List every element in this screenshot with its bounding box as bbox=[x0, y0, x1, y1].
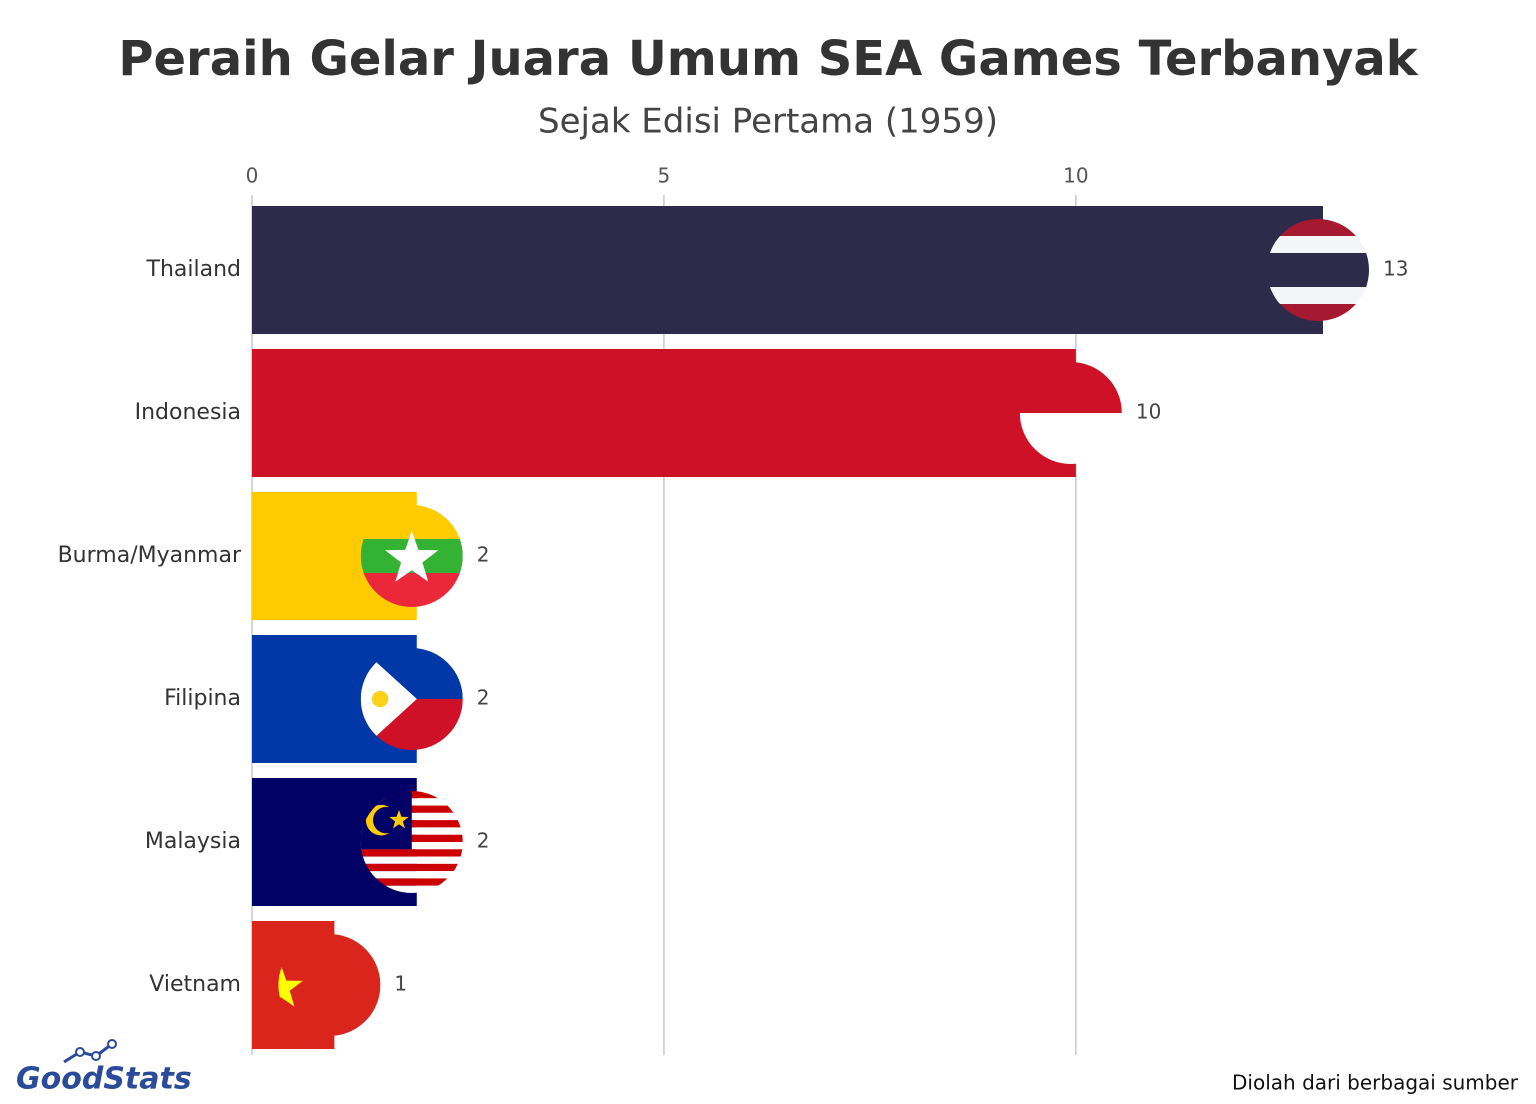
bar bbox=[252, 206, 1323, 334]
data-label: 10 bbox=[1136, 400, 1161, 424]
x-tick-label: 5 bbox=[658, 164, 671, 188]
flag-part bbox=[360, 878, 463, 886]
y-tick-label: Vietnam bbox=[149, 972, 241, 997]
flag bbox=[1267, 219, 1369, 321]
flag-part bbox=[360, 871, 463, 879]
flag bbox=[1019, 362, 1122, 464]
flag-part bbox=[389, 809, 409, 829]
flag-part bbox=[371, 690, 389, 708]
flag-part bbox=[1267, 236, 1369, 253]
flag-part bbox=[385, 531, 439, 582]
y-tick-label: Filipina bbox=[164, 686, 241, 711]
x-tick-label: 0 bbox=[246, 164, 259, 188]
flag-part bbox=[360, 885, 463, 893]
flag-part bbox=[278, 965, 303, 1007]
flag-part bbox=[1267, 253, 1369, 287]
flag-part bbox=[360, 856, 463, 864]
flag-part bbox=[360, 849, 463, 857]
flag bbox=[360, 505, 463, 607]
flag bbox=[360, 648, 463, 750]
data-label: 2 bbox=[477, 829, 490, 853]
data-label: 13 bbox=[1383, 257, 1408, 281]
data-label: 2 bbox=[477, 686, 490, 710]
y-tick-label: Indonesia bbox=[135, 400, 241, 425]
chart-title: Peraih Gelar Juara Umum SEA Games Terban… bbox=[118, 31, 1418, 87]
y-tick-label: Burma/Myanmar bbox=[58, 543, 242, 568]
data-label: 2 bbox=[477, 543, 490, 567]
data-label: 1 bbox=[394, 972, 407, 996]
source-note: Diolah dari berbagai sumber bbox=[1232, 1071, 1519, 1095]
flag bbox=[278, 934, 381, 1036]
grid bbox=[251, 195, 1077, 1055]
flag-part bbox=[1267, 287, 1369, 304]
bar bbox=[252, 349, 1076, 477]
flag-part bbox=[360, 863, 463, 872]
chart-subtitle: Sejak Edisi Pertama (1959) bbox=[538, 102, 998, 142]
logo-icon bbox=[63, 1039, 117, 1064]
y-tick-label: Malaysia bbox=[145, 829, 241, 854]
flag-part bbox=[360, 648, 417, 750]
logo: GoodStats bbox=[16, 1062, 192, 1097]
flag-part bbox=[373, 806, 400, 834]
flag bbox=[360, 791, 463, 893]
y-tick-label: Thailand bbox=[146, 257, 241, 282]
x-tick-label: 10 bbox=[1063, 164, 1088, 188]
